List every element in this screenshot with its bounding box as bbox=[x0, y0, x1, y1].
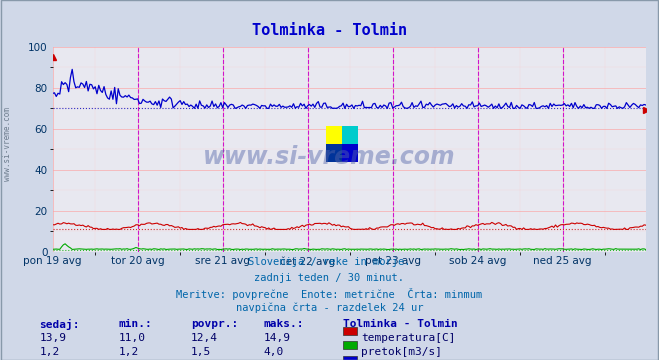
Text: zadnji teden / 30 minut.: zadnji teden / 30 minut. bbox=[254, 273, 405, 283]
Text: www.si-vreme.com: www.si-vreme.com bbox=[3, 107, 13, 181]
Text: 12,4: 12,4 bbox=[191, 333, 218, 343]
Text: Slovenija / reke in morje.: Slovenija / reke in morje. bbox=[248, 257, 411, 267]
Text: www.si-vreme.com: www.si-vreme.com bbox=[203, 145, 456, 168]
Text: min.:: min.: bbox=[119, 319, 152, 329]
Text: Meritve: povprečne  Enote: metrične  Črta: minmum: Meritve: povprečne Enote: metrične Črta:… bbox=[177, 288, 482, 300]
Text: 1,2: 1,2 bbox=[40, 347, 60, 357]
Text: Tolminka - Tolmin: Tolminka - Tolmin bbox=[343, 319, 457, 329]
Bar bbox=[326, 126, 342, 144]
Text: povpr.:: povpr.: bbox=[191, 319, 239, 329]
Bar bbox=[342, 126, 358, 144]
Text: 13,9: 13,9 bbox=[40, 333, 67, 343]
Text: 4,0: 4,0 bbox=[264, 347, 284, 357]
Text: 14,9: 14,9 bbox=[264, 333, 291, 343]
Text: Tolminka - Tolmin: Tolminka - Tolmin bbox=[252, 23, 407, 39]
Text: maks.:: maks.: bbox=[264, 319, 304, 329]
Text: sedaj:: sedaj: bbox=[40, 319, 80, 330]
Text: 11,0: 11,0 bbox=[119, 333, 146, 343]
Text: pretok[m3/s]: pretok[m3/s] bbox=[361, 347, 442, 357]
Bar bbox=[342, 144, 358, 162]
Text: navpična črta - razdelek 24 ur: navpična črta - razdelek 24 ur bbox=[236, 303, 423, 313]
Text: 1,2: 1,2 bbox=[119, 347, 139, 357]
Bar bbox=[326, 144, 342, 162]
Text: 1,5: 1,5 bbox=[191, 347, 212, 357]
Text: temperatura[C]: temperatura[C] bbox=[361, 333, 455, 343]
